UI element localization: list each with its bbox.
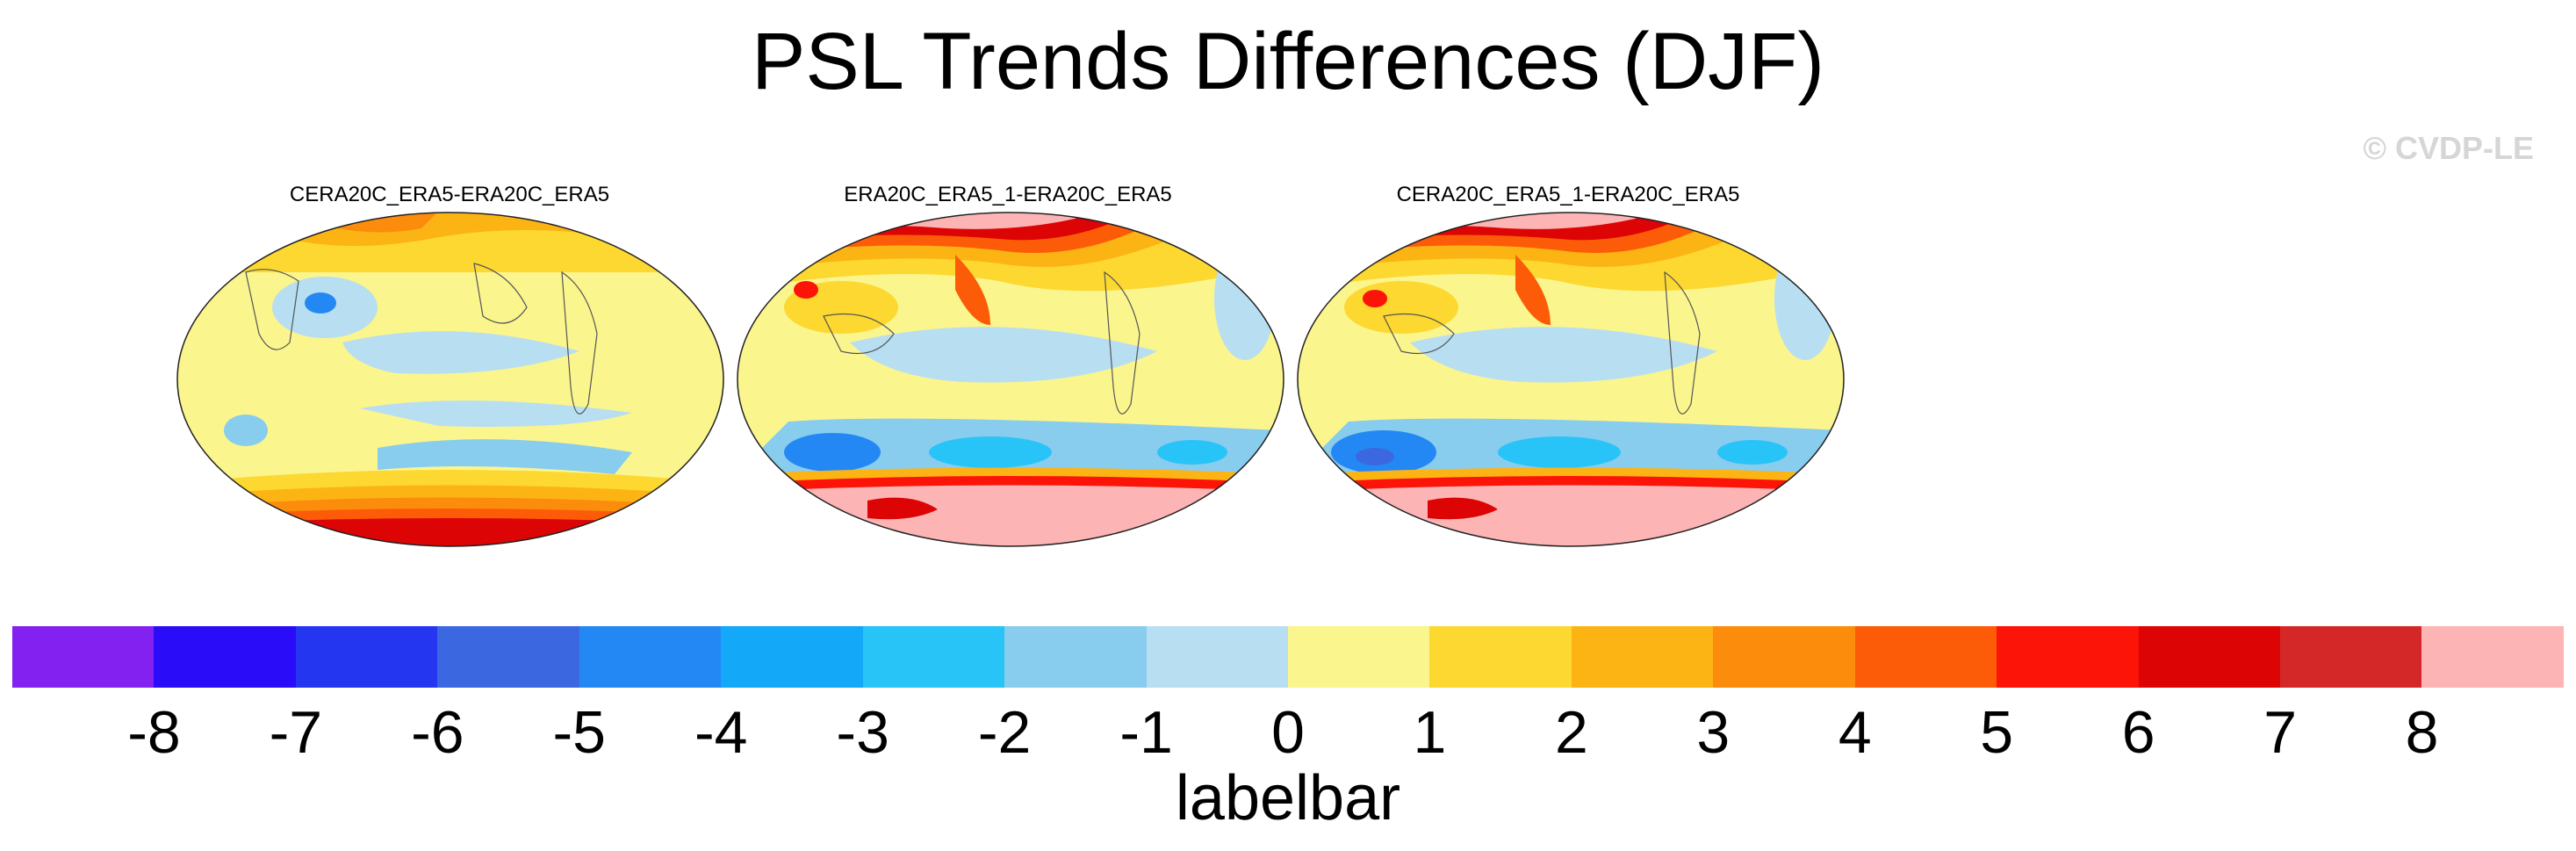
colorbar-swatch	[1997, 626, 2139, 688]
colorbar-label: labelbar	[1175, 763, 1401, 833]
colorbar-swatch	[154, 626, 296, 688]
colorbar	[12, 626, 2564, 688]
colorbar-ticks: -8 -7 -6 -5 -4 -3 -2 -1 0 1 2 3 4 5 6 7 8	[0, 698, 2576, 777]
panel-1-title: CERA20C_ERA5-ERA20C_ERA5	[289, 183, 610, 206]
colorbar-swatch	[862, 626, 1005, 688]
colorbar-tick-label: -6	[411, 699, 464, 766]
colorbar-tick-label: 3	[1696, 699, 1731, 766]
colorbar-tick-label: 4	[1838, 699, 1872, 766]
colorbar-tick-label: -1	[1119, 699, 1173, 766]
colorbar-tick-label: -5	[552, 699, 606, 766]
colorbar-swatch	[1713, 626, 1855, 688]
colorbar-swatch	[437, 626, 579, 688]
colorbar-swatch	[2421, 626, 2564, 688]
colorbar-tick-label: -4	[694, 699, 748, 766]
colorbar-tick-label: 5	[1980, 699, 2014, 766]
panel-2-map	[737, 212, 1284, 547]
colorbar-swatch	[12, 626, 155, 688]
panel-2-title: ERA20C_ERA5_1-ERA20C_ERA5	[844, 183, 1172, 206]
panel-3-map	[1297, 212, 1845, 547]
colorbar-tick-label: 6	[2121, 699, 2155, 766]
colorbar-swatch	[2138, 626, 2280, 688]
colorbar-swatch	[2280, 626, 2422, 688]
colorbar-tick-label: -2	[977, 699, 1032, 766]
watermark: © CVDP-LE	[2363, 130, 2534, 166]
colorbar-swatch	[721, 626, 863, 688]
colorbar-swatch	[1287, 626, 1430, 688]
colorbar-swatch	[1429, 626, 1572, 688]
page-title: PSL Trends Differences (DJF)	[752, 17, 1824, 106]
colorbar-swatch	[1004, 626, 1147, 688]
colorbar-swatch	[1571, 626, 1714, 688]
colorbar-tick-label: 1	[1413, 699, 1447, 766]
colorbar-swatch	[1146, 626, 1288, 688]
colorbar-swatch	[579, 626, 722, 688]
colorbar-swatch	[1854, 626, 1997, 688]
colorbar-tick-label: -3	[836, 699, 889, 766]
colorbar-tick-label: 8	[2405, 699, 2439, 766]
colorbar-tick-label: -8	[127, 699, 181, 766]
colorbar-tick-label: 0	[1271, 699, 1305, 766]
panel-3-title: CERA20C_ERA5_1-ERA20C_ERA5	[1396, 183, 1740, 206]
colorbar-tick-label: 7	[2263, 699, 2298, 766]
colorbar-tick-label: -7	[269, 699, 323, 766]
colorbar-swatch	[295, 626, 438, 688]
colorbar-tick-label: 2	[1554, 699, 1588, 766]
panel-1-map	[176, 212, 724, 547]
